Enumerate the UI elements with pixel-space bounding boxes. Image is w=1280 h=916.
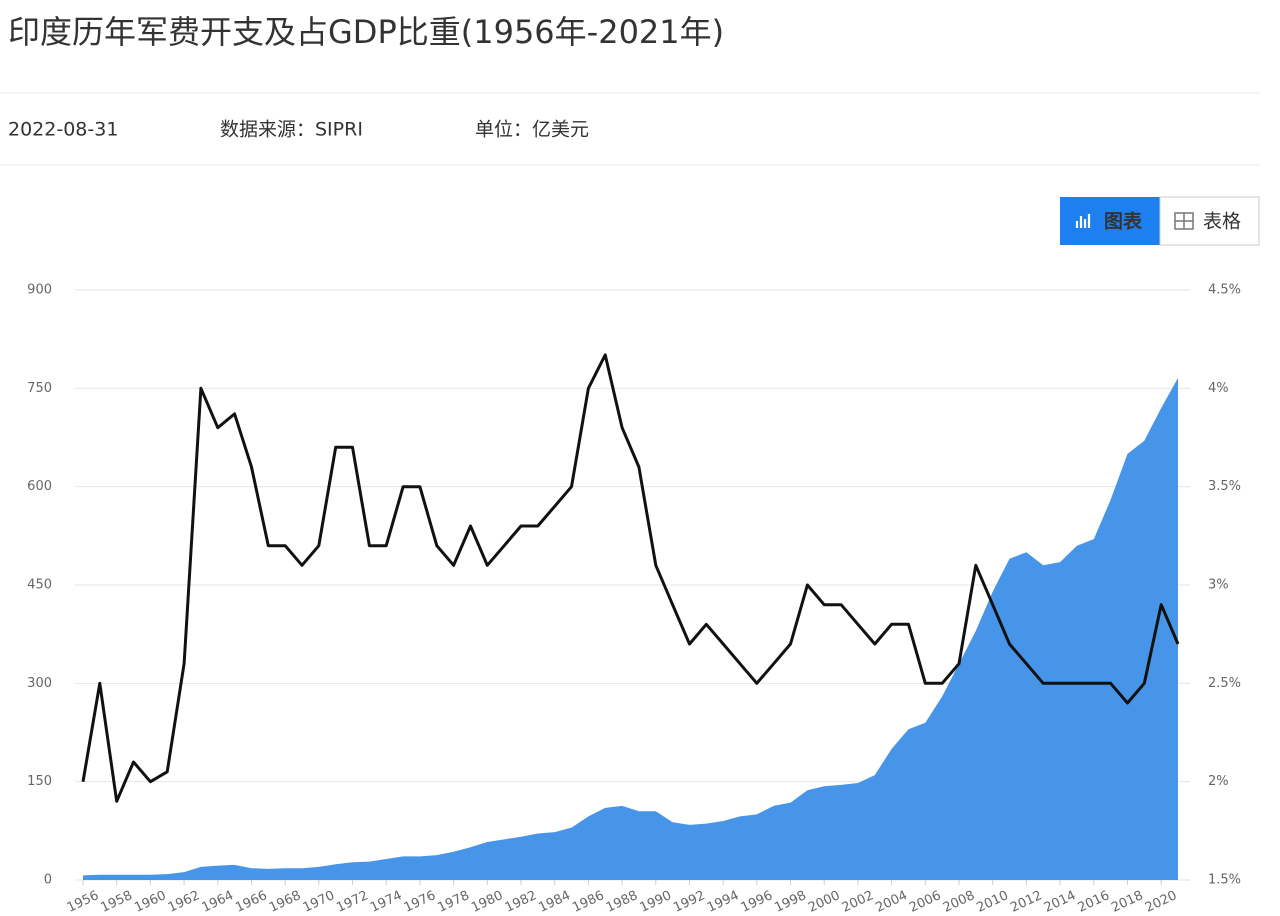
y-tick-label: 750 xyxy=(27,381,52,396)
x-tick-label: 2010 xyxy=(975,888,1011,916)
x-tick-label: 2006 xyxy=(907,888,943,916)
y-tick-label: 150 xyxy=(27,774,52,789)
chart-tab[interactable]: 图表 xyxy=(1060,197,1160,245)
date: 2022-08-31 xyxy=(8,119,118,141)
x-tick-label: 2000 xyxy=(806,888,842,916)
area xyxy=(83,377,1178,880)
tab-label: 表格 xyxy=(1203,211,1241,233)
y2-tick-label: 2.5% xyxy=(1208,676,1241,691)
y-tick-label: 450 xyxy=(27,578,52,593)
y2-tick-label: 4% xyxy=(1208,381,1229,396)
x-tick-label: 1964 xyxy=(200,888,236,916)
x-tick-label: 2004 xyxy=(873,888,909,916)
x-tick-label: 1988 xyxy=(604,888,640,916)
x-tick-label: 1960 xyxy=(132,888,168,916)
x-tick-label: 1990 xyxy=(638,888,674,916)
tab-icon xyxy=(1175,213,1193,229)
x-tick-label: 2002 xyxy=(840,888,876,916)
line xyxy=(81,353,1180,803)
x-tick-label: 1984 xyxy=(537,888,573,916)
x-tick-label: 2012 xyxy=(1008,888,1044,916)
x-tick-label: 1956 xyxy=(65,888,101,916)
x-tick-label: 1982 xyxy=(503,888,539,916)
y2-tick-label: 3% xyxy=(1208,578,1229,593)
x-tick-label: 1978 xyxy=(435,888,471,916)
y2-tick-label: 4.5% xyxy=(1208,283,1241,298)
x-tick-label: 1998 xyxy=(772,888,808,916)
x-tick-label: 2018 xyxy=(1109,888,1145,916)
x-tick-label: 1958 xyxy=(99,888,135,916)
x-tick-label: 2008 xyxy=(941,888,977,916)
x-tick-label: 1972 xyxy=(334,888,370,916)
x-tick-label: 1970 xyxy=(301,888,337,916)
x-tick-label: 1986 xyxy=(570,888,606,916)
unit: 单位：亿美元 xyxy=(475,119,589,141)
x-tick-label: 2020 xyxy=(1143,888,1179,916)
x-tick-label: 1980 xyxy=(469,888,505,916)
source: 数据来源：SIPRI xyxy=(220,119,363,141)
y-tick-label: 600 xyxy=(27,479,52,494)
y-tick-label: 0 xyxy=(44,873,52,888)
page-title: 印度历年军费开支及占GDP比重(1956年-2021年) xyxy=(8,13,724,51)
x-tick-label: 1966 xyxy=(233,888,269,916)
y-tick-label: 900 xyxy=(27,283,52,298)
x-tick-label: 1996 xyxy=(739,888,775,916)
y2-tick-label: 2% xyxy=(1208,774,1229,789)
tab-label: 图表 xyxy=(1104,210,1143,233)
x-tick-label: 1992 xyxy=(671,888,707,916)
y2-tick-label: 1.5% xyxy=(1208,873,1241,888)
tab-icon xyxy=(1075,214,1091,228)
table-tab[interactable]: 表格 xyxy=(1159,196,1260,246)
x-tick-label: 1994 xyxy=(705,888,741,916)
y-tick-label: 300 xyxy=(27,676,52,691)
x-tick-label: 1974 xyxy=(368,888,404,916)
x-tick-label: 2014 xyxy=(1042,888,1078,916)
y2-tick-label: 3.5% xyxy=(1208,479,1241,494)
x-tick-label: 1976 xyxy=(402,888,438,916)
x-tick-label: 1968 xyxy=(267,888,303,916)
x-tick-label: 1962 xyxy=(166,888,202,916)
x-tick-label: 2016 xyxy=(1076,888,1112,916)
